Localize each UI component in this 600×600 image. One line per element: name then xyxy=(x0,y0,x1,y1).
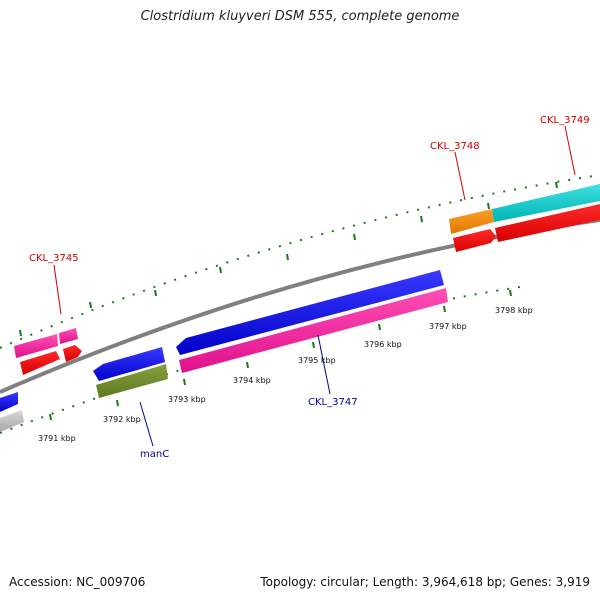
gene-feature-pink[interactable] xyxy=(59,328,78,344)
gene-feature-red[interactable] xyxy=(20,351,60,375)
inner-major-ticks xyxy=(49,289,512,421)
gene-feature-blue[interactable] xyxy=(93,347,165,381)
gene-label-ckl3745[interactable]: CKL_3745 xyxy=(29,253,79,264)
scale-label: 3791 kbp xyxy=(38,434,76,443)
gene-feature-red[interactable] xyxy=(453,229,496,252)
outer-major-ticks xyxy=(19,181,558,337)
scale-label: 3795 kbp xyxy=(298,356,336,365)
gene-label-ckl3747[interactable]: CKL_3747 xyxy=(308,397,358,408)
gene-feature-gray[interactable] xyxy=(0,410,24,432)
scale-label: 3796 kbp xyxy=(364,340,402,349)
gene-label-ckl3748[interactable]: CKL_3748 xyxy=(430,141,480,152)
gene-label-ckl3749[interactable]: CKL_3749 xyxy=(540,115,590,126)
label-connectors xyxy=(53,125,576,447)
gene-feature-pink[interactable] xyxy=(14,334,58,358)
gene-feature-blue-long[interactable] xyxy=(176,270,444,355)
outer-tick-track xyxy=(0,174,600,349)
genome-summary-text: Topology: circular; Length: 3,964,618 bp… xyxy=(260,575,590,589)
scale-label: 3792 kbp xyxy=(103,415,141,424)
gene-feature-ckl3748[interactable] xyxy=(449,209,494,234)
gene-feature-red[interactable] xyxy=(63,345,82,362)
gene-feature-manC[interactable] xyxy=(96,364,168,398)
accession-text: Accession: NC_009706 xyxy=(9,575,146,589)
gene-feature-ckl3749[interactable] xyxy=(492,184,600,222)
scale-label: 3797 kbp xyxy=(429,322,467,331)
gene-feature-ckl3747[interactable] xyxy=(179,288,448,373)
gene-feature-red[interactable] xyxy=(495,204,600,242)
scale-label: 3794 kbp xyxy=(233,376,271,385)
scale-label: 3793 kbp xyxy=(168,395,206,404)
scale-label: 3798 kbp xyxy=(495,306,533,315)
gene-feature-blue[interactable] xyxy=(0,392,18,412)
genome-title: Clostridium kluyveri DSM 555, complete g… xyxy=(140,9,460,24)
gene-label-manc[interactable]: manC xyxy=(140,449,169,460)
